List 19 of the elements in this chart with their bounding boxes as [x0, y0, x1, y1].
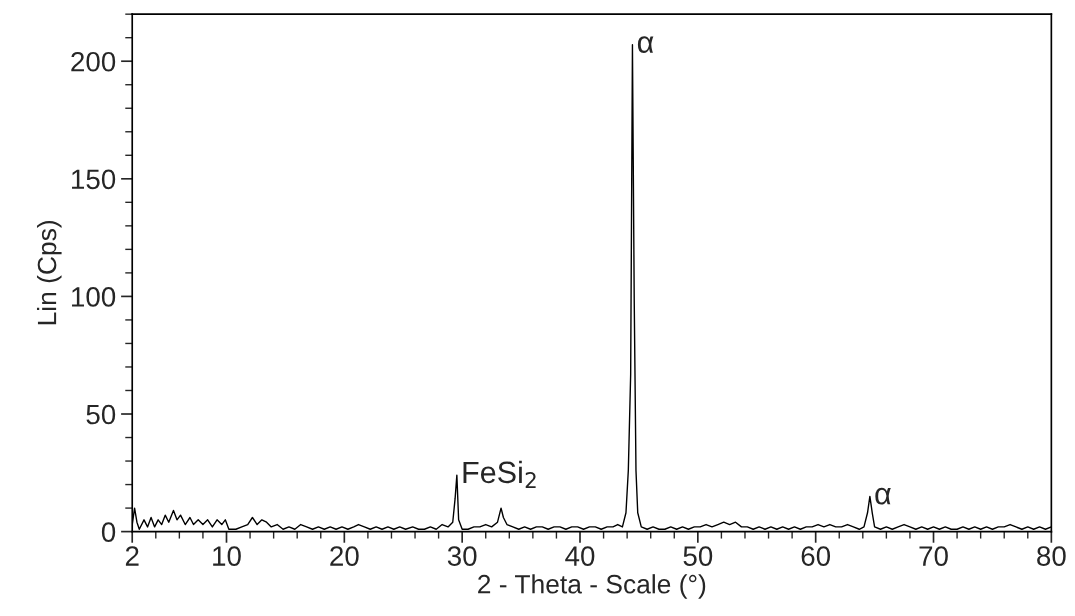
- y-tick-label: 0: [101, 522, 116, 542]
- x-tick-label: 20: [330, 546, 359, 566]
- x-axis-title: 2 - Theta - Scale (°): [478, 574, 706, 599]
- x-tick-label: 40: [565, 546, 595, 566]
- annotation: α: [637, 36, 654, 53]
- x-tick-label: 70: [919, 546, 948, 566]
- x-tick-label: 50: [683, 546, 713, 566]
- x-tick-label: 60: [801, 546, 831, 566]
- annotation: FeSi$_{2}$: [463, 460, 536, 488]
- annotation: α: [875, 487, 891, 505]
- y-tick-label: 50: [86, 404, 116, 425]
- x-tick-label: 30: [447, 546, 477, 566]
- x-tick-label: 10: [213, 546, 241, 566]
- y-tick-label: 100: [72, 287, 116, 307]
- x-tick-label: 2: [125, 546, 139, 566]
- y-tick-label: 200: [71, 51, 116, 72]
- y-axis-title: Lin (Cps): [36, 221, 62, 325]
- y-tick-label: 150: [72, 169, 116, 190]
- x-tick-label: 80: [1037, 546, 1066, 566]
